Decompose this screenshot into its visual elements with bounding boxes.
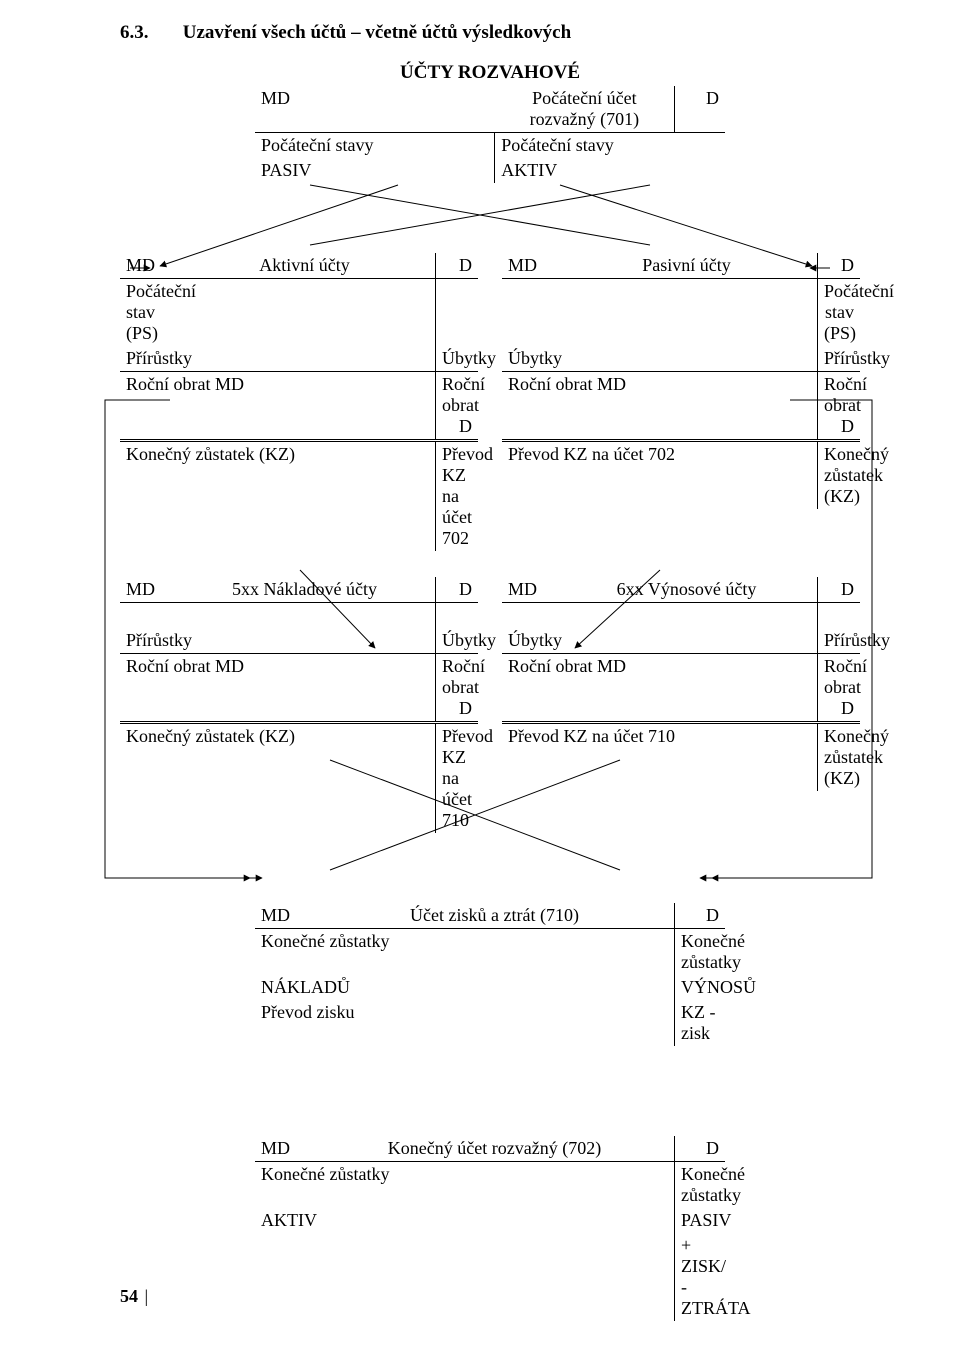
- account-pasivni: MD Pasivní účty D Počáteční stav (PS) Úb…: [502, 253, 860, 509]
- cell: AKTIV: [255, 1208, 675, 1233]
- cell: Konečný zůstatek (KZ): [818, 723, 861, 792]
- md-label: MD: [120, 577, 174, 603]
- cell: Roční obrat MD: [502, 372, 818, 441]
- d-label: D: [675, 86, 726, 133]
- cell: Počáteční stav (PS): [120, 279, 174, 347]
- cell: Roční obrat D: [436, 372, 479, 441]
- cell: Převod KZ na účet 702: [502, 441, 818, 510]
- cell: AKTIV: [495, 158, 725, 183]
- cell: Konečný zůstatek (KZ): [120, 441, 436, 552]
- section-heading: 6.3. Uzavření všech účtů – včetně účtů v…: [120, 22, 860, 44]
- cell: Přírůstky: [120, 628, 174, 654]
- cell: Roční obrat D: [436, 654, 479, 723]
- cell: Počáteční stavy: [255, 133, 495, 159]
- md-label: MD: [255, 86, 315, 133]
- account-title: Konečný účet rozvažný (702): [315, 1136, 675, 1162]
- account-710: MD Účet zisků a ztrát (710) D Konečné zů…: [255, 903, 725, 1046]
- cell: Převod KZ na účet 710: [502, 723, 818, 792]
- md-label: MD: [502, 253, 556, 279]
- cell: Počáteční stavy: [495, 133, 725, 159]
- md-label: MD: [255, 903, 315, 929]
- account-title: Počáteční účet rozvažný (701): [495, 86, 675, 133]
- d-label: D: [675, 1136, 726, 1162]
- cell: Roční obrat D: [818, 654, 861, 723]
- cell: Roční obrat MD: [120, 372, 436, 441]
- account-title: Aktivní účty: [174, 253, 436, 279]
- page-footer: 54 |: [120, 1286, 148, 1307]
- cell: [436, 279, 479, 347]
- cell: Úbytky: [436, 628, 479, 654]
- d-label: D: [818, 253, 861, 279]
- cell: [502, 279, 556, 347]
- md-label: MD: [502, 577, 556, 603]
- cell: Přírůstky: [818, 346, 861, 372]
- cell: Převod zisku: [255, 1000, 675, 1046]
- d-label: D: [436, 577, 479, 603]
- section-title-text: Uzavření všech účtů – včetně účtů výsled…: [183, 22, 571, 43]
- md-label: MD: [255, 1136, 315, 1162]
- cell: NÁKLADŮ: [255, 975, 675, 1000]
- md-label: MD: [120, 253, 174, 279]
- cell: KZ - zisk: [675, 1000, 726, 1046]
- section-number: 6.3.: [120, 22, 178, 44]
- account-title: Pasivní účty: [556, 253, 818, 279]
- cell: Úbytky: [502, 346, 556, 372]
- d-label: D: [675, 903, 726, 929]
- account-vynosove: MD 6xx Výnosové účty D Úbytky Přírůstky …: [502, 577, 860, 791]
- cell: Počáteční stav (PS): [818, 279, 861, 347]
- cell: Roční obrat D: [818, 372, 861, 441]
- cell: Převod KZ na účet 710: [436, 723, 479, 834]
- cell: Úbytky: [502, 628, 556, 654]
- cell: Konečné zůstatky: [675, 929, 726, 976]
- subtitle: ÚČTY ROZVAHOVÉ: [120, 62, 860, 84]
- account-title: 5xx Nákladové účty: [174, 577, 436, 603]
- cell: Konečné zůstatky: [255, 1162, 675, 1209]
- account-title: Účet zisků a ztrát (710): [315, 903, 675, 929]
- cell: Roční obrat MD: [120, 654, 436, 723]
- cell: PASIV: [255, 158, 495, 183]
- account-aktivni: MD Aktivní účty D Počáteční stav (PS) Př…: [120, 253, 478, 551]
- d-label: D: [818, 577, 861, 603]
- cell: VÝNOSŮ: [675, 975, 726, 1000]
- cell: Přírůstky: [818, 628, 861, 654]
- cell: Roční obrat MD: [502, 654, 818, 723]
- cell: Konečný zůstatek (KZ): [120, 723, 436, 834]
- cell: Úbytky: [436, 346, 479, 372]
- account-702: MD Konečný účet rozvažný (702) D Konečné…: [255, 1136, 725, 1321]
- cell: Přírůstky: [120, 346, 174, 372]
- page-bar: |: [145, 1286, 149, 1306]
- cell: PASIV: [675, 1208, 726, 1233]
- cell: Konečné zůstatky: [255, 929, 675, 976]
- cell: Konečný zůstatek (KZ): [818, 441, 861, 510]
- d-label: D: [436, 253, 479, 279]
- account-701: MD Počáteční účet rozvažný (701) D Počát…: [255, 86, 725, 183]
- cell: + ZISK/ - ZTRÁTA: [675, 1233, 726, 1321]
- account-title: 6xx Výnosové účty: [556, 577, 818, 603]
- cell: Konečné zůstatky: [675, 1162, 726, 1209]
- account-nakladove: MD 5xx Nákladové účty D Přírůstky Úbytky…: [120, 577, 478, 833]
- cell: Převod KZ na účet 702: [436, 441, 479, 552]
- page-number: 54: [120, 1286, 138, 1306]
